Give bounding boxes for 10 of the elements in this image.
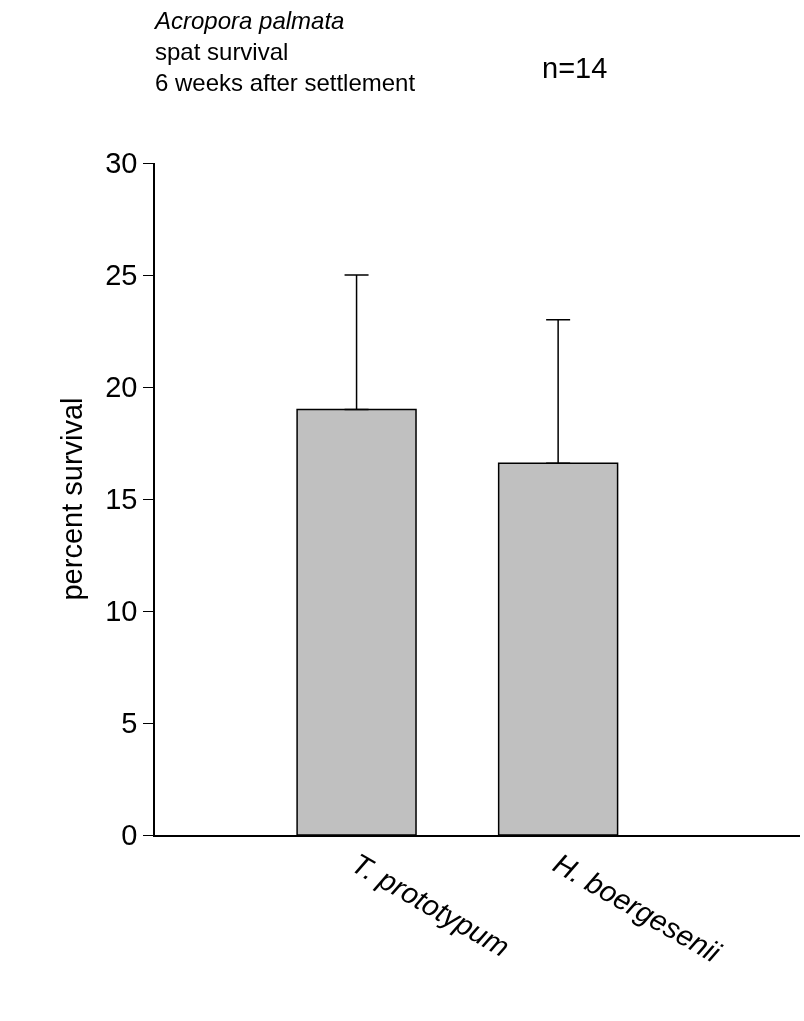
chart-title: Acropora palmata spat survival 6 weeks after settlement: [153, 6, 416, 96]
y-tick-label: 5: [121, 707, 138, 740]
y-tick-label: 30: [105, 147, 138, 180]
y-tick-label: 20: [105, 371, 138, 404]
y-tick-label: 10: [105, 595, 138, 628]
y-tick-label: 0: [121, 819, 138, 852]
text: n=14: [542, 52, 608, 84]
y-axis-title: percent survival: [56, 397, 89, 601]
y-tick-label: 15: [105, 483, 138, 516]
y-tick-label: 25: [105, 259, 138, 292]
